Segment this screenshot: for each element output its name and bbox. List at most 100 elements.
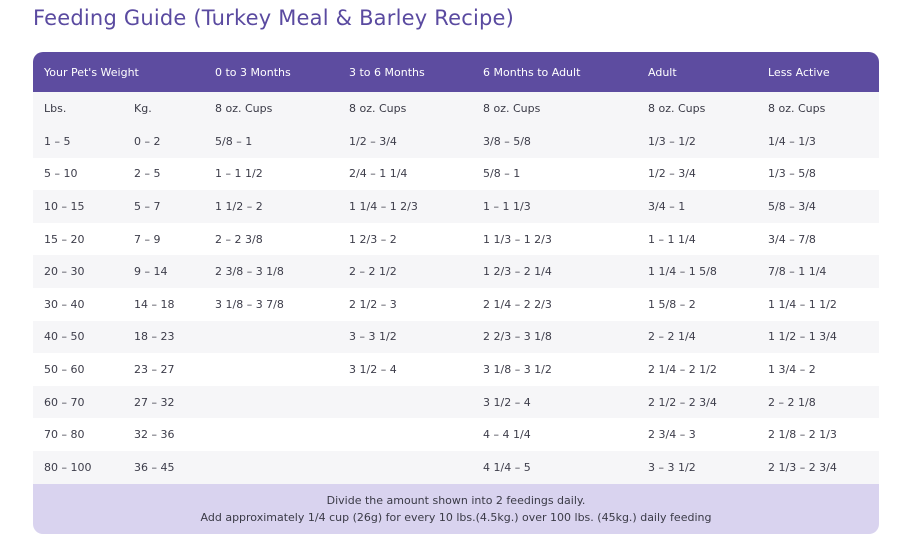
table-row: 40 – 50 18 – 23 3 – 3 1/2 2 2/3 – 3 1/8 2 – … <box>33 320 879 354</box>
table-cell: 1 – 1 1/4 <box>637 222 757 256</box>
table-cell: 3 – 3 1/2 <box>637 450 757 484</box>
table-cell: 1/3 – 5/8 <box>757 157 879 191</box>
table-cell: 1 – 1 1/2 <box>204 157 338 191</box>
table-cell: 1 1/3 – 1 2/3 <box>472 222 637 256</box>
table-cell: 1 – 1 1/3 <box>472 190 637 223</box>
feeding-note: Divide the amount shown into 2 feedings … <box>33 483 879 534</box>
table-cell: 23 – 27 <box>123 353 204 386</box>
table-cell: 5/8 – 1 <box>472 157 637 191</box>
column-header-0-3-months: 0 to 3 Months <box>204 52 338 92</box>
unit-cell: 8 oz. Cups <box>472 92 637 125</box>
table-cell: 2 2/3 – 3 1/8 <box>472 320 637 354</box>
header-row: Your Pet's Weight 0 to 3 Months 3 to 6 M… <box>33 52 879 92</box>
unit-cell: Kg. <box>123 92 204 125</box>
feeding-table-card: Your Pet's Weight 0 to 3 Months 3 to 6 M… <box>33 52 879 534</box>
table-cell: 3/4 – 7/8 <box>757 222 879 256</box>
unit-cell: 8 oz. Cups <box>757 92 879 125</box>
table-cell: 60 – 70 <box>33 385 123 419</box>
table-cell: 20 – 30 <box>33 255 123 288</box>
table-cell: 1/4 – 1/3 <box>757 125 879 158</box>
table-cell: 3/8 – 5/8 <box>472 125 637 158</box>
table-cell: 2 3/8 – 3 1/8 <box>204 255 338 288</box>
unit-cell: Lbs. <box>33 92 123 125</box>
table-cell: 1 2/3 – 2 1/4 <box>472 255 637 288</box>
table-cell: 1 5/8 – 2 <box>637 287 757 321</box>
table-cell: 3 1/2 – 4 <box>472 385 637 419</box>
table-cell: 3 – 3 1/2 <box>338 320 472 354</box>
table-cell: 2 – 5 <box>123 157 204 191</box>
table-cell: 1 1/4 – 1 5/8 <box>637 255 757 288</box>
table-cell: 5/8 – 1 <box>204 125 338 158</box>
column-header-weight: Your Pet's Weight <box>33 52 204 92</box>
table-cell: 18 – 23 <box>123 320 204 354</box>
page-title: Feeding Guide (Turkey Meal & Barley Reci… <box>33 6 515 30</box>
table-cell: 36 – 45 <box>123 450 204 484</box>
table-cell: 5/8 – 3/4 <box>757 190 879 223</box>
table-cell: 4 – 4 1/4 <box>472 418 637 451</box>
table-cell: 1 3/4 – 2 <box>757 353 879 386</box>
table-cell <box>204 385 338 419</box>
column-header-less-active: Less Active <box>757 52 879 92</box>
table-cell: 30 – 40 <box>33 287 123 321</box>
table-cell: 7 – 9 <box>123 222 204 256</box>
table-cell: 2/4 – 1 1/4 <box>338 157 472 191</box>
table-cell: 32 – 36 <box>123 418 204 451</box>
table-cell <box>204 418 338 451</box>
table-cell: 3 1/2 – 4 <box>338 353 472 386</box>
table-cell: 1 2/3 – 2 <box>338 222 472 256</box>
column-header-adult: Adult <box>637 52 757 92</box>
table-cell: 9 – 14 <box>123 255 204 288</box>
unit-cell: 8 oz. Cups <box>338 92 472 125</box>
table-cell <box>338 418 472 451</box>
table-cell: 1 1/2 – 1 3/4 <box>757 320 879 354</box>
table-cell: 2 1/2 – 2 3/4 <box>637 385 757 419</box>
table-cell: 2 – 2 1/8 <box>757 385 879 419</box>
table-cell: 2 3/4 – 3 <box>637 418 757 451</box>
table-cell: 3 1/8 – 3 7/8 <box>204 287 338 321</box>
table-cell: 70 – 80 <box>33 418 123 451</box>
table-cell <box>204 450 338 484</box>
feeding-note-line-1: Divide the amount shown into 2 feedings … <box>326 493 586 507</box>
table-cell: 10 – 15 <box>33 190 123 223</box>
unit-cell: 8 oz. Cups <box>637 92 757 125</box>
column-header-3-6-months: 3 to 6 Months <box>338 52 472 92</box>
table-cell: 80 – 100 <box>33 450 123 484</box>
units-row: Lbs. Kg. 8 oz. Cups 8 oz. Cups 8 oz. Cup… <box>33 92 879 125</box>
table-cell <box>204 353 338 386</box>
table-cell: 2 1/8 – 2 1/3 <box>757 418 879 451</box>
table-cell: 0 – 2 <box>123 125 204 158</box>
table-cell <box>338 450 472 484</box>
table-cell: 5 – 10 <box>33 157 123 191</box>
table-cell: 15 – 20 <box>33 222 123 256</box>
table-cell: 7/8 – 1 1/4 <box>757 255 879 288</box>
table-cell: 40 – 50 <box>33 320 123 354</box>
table-cell: 1 – 5 <box>33 125 123 158</box>
table-cell: 14 – 18 <box>123 287 204 321</box>
table-cell: 2 – 2 1/2 <box>338 255 472 288</box>
table-cell: 1 1/4 – 1 1/2 <box>757 287 879 321</box>
table-cell: 50 – 60 <box>33 353 123 386</box>
feeding-table: Your Pet's Weight 0 to 3 Months 3 to 6 M… <box>33 52 879 484</box>
table-cell: 27 – 32 <box>123 385 204 419</box>
table-cell: 1 1/2 – 2 <box>204 190 338 223</box>
table-cell: 2 – 2 1/4 <box>637 320 757 354</box>
table-cell <box>204 320 338 354</box>
table-cell: 2 1/3 – 2 3/4 <box>757 450 879 484</box>
table-cell: 5 – 7 <box>123 190 204 223</box>
column-header-6-months-adult: 6 Months to Adult <box>472 52 637 92</box>
table-cell: 2 1/4 – 2 1/2 <box>637 353 757 386</box>
table-cell: 1/3 – 1/2 <box>637 125 757 158</box>
unit-cell: 8 oz. Cups <box>204 92 338 125</box>
feeding-note-line-2: Add approximately 1/4 cup (26g) for ever… <box>200 510 712 524</box>
table-cell <box>338 385 472 419</box>
table-cell: 1/2 – 3/4 <box>637 157 757 191</box>
table-cell: 1 1/4 – 1 2/3 <box>338 190 472 223</box>
table-cell: 3 1/8 – 3 1/2 <box>472 353 637 386</box>
